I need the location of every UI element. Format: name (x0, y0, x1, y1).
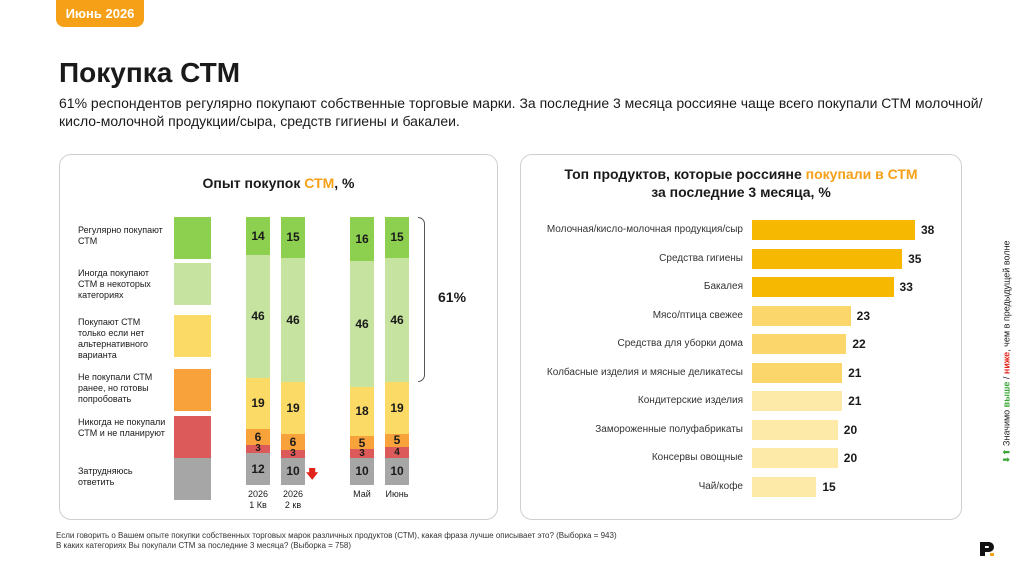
product-value: 21 (848, 394, 862, 408)
stack-segment: 14 (246, 217, 270, 255)
stack-segment: 46 (246, 254, 270, 378)
product-bar (752, 476, 817, 497)
significance-suffix: , чем в предыдущей волне (1001, 240, 1012, 352)
top-products-panel: Топ продуктов, которые россияне покупали… (520, 154, 962, 520)
product-value: 20 (843, 451, 858, 465)
product-bar (752, 220, 915, 240)
category-label: Средства гигиены (659, 252, 743, 264)
page-title: Покупка СТМ (59, 57, 241, 88)
brand-logo-icon (980, 542, 994, 556)
stack-segment: 10 (350, 457, 374, 485)
legend-swatch-2 (174, 263, 211, 305)
stack-segment: 46 (350, 260, 374, 387)
product-value: 20 (843, 422, 858, 437)
title-line1-prefix: Топ продуктов, которые россияне (564, 166, 806, 182)
legend-swatch-6 (174, 458, 211, 500)
stack-segment: 10 (385, 457, 409, 485)
product-value: 23 (856, 308, 871, 323)
product-value: 35 (908, 251, 922, 266)
stack-segment: 18 (350, 386, 374, 436)
legend-label-6: Затрудняюсь ответить (78, 466, 133, 487)
footnote-1: Если говорить о Вашем опыте покупки собс… (56, 531, 617, 540)
product-bar (752, 419, 838, 440)
legend-swatch-4 (174, 369, 211, 411)
stack-segment: 5 (385, 433, 409, 447)
date-badge: Июнь 2026 (56, 0, 144, 27)
stack-segment: 12 (246, 452, 270, 485)
category-label: Мясо/птица свежее (652, 309, 743, 321)
significance-sep: / (1001, 374, 1012, 382)
category-label: Июнь (385, 489, 409, 499)
stack-segment: 6 (246, 428, 270, 445)
legend-swatch-1 (174, 217, 211, 259)
product-value: 33 (899, 280, 913, 294)
stack-segment: 19 (281, 382, 305, 434)
title-prefix: Опыт покупок (202, 175, 305, 191)
footnote-2: В каких категориях Вы покупали СТМ за по… (56, 541, 352, 550)
stack-segment: 10 (281, 457, 305, 485)
legend-label-3: Покупают СТМ только если нет альтернатив… (78, 317, 149, 360)
legend-swatch-3 (174, 315, 211, 357)
product-value: 38 (921, 223, 935, 237)
stack-segment: 19 (385, 382, 409, 434)
product-bar (752, 362, 843, 383)
category-label: Май (353, 489, 371, 499)
purchase-experience-title: Опыт покупок СТМ, % (60, 175, 497, 191)
product-bar (752, 248, 903, 269)
stack-segment: 15 (385, 217, 409, 258)
product-bar (752, 334, 847, 354)
significance-down: ниже (1001, 351, 1012, 375)
category-label: 2026 2 кв (282, 489, 304, 510)
title-line1-highlight: покупали в СТМ (805, 166, 918, 182)
stack-segment: 5 (350, 436, 374, 450)
page-subtitle: 61% респондентов регулярно покупают собс… (59, 95, 983, 129)
decrease-arrow-icon: 🡇 (306, 467, 319, 481)
category-label: 2026 1 Кв (247, 489, 269, 510)
title-highlight: СТМ (304, 175, 335, 191)
stack-segment: 3 (246, 443, 270, 454)
stack-segment: 3 (281, 448, 305, 459)
category-label: Чай/кофе (698, 480, 743, 492)
category-label: Кондитерские изделия (637, 395, 743, 406)
product-value: 21 (848, 365, 862, 380)
category-label: Бакалея (703, 281, 743, 292)
product-bar (752, 277, 894, 297)
significance-prefix: Значимо (1001, 407, 1012, 446)
product-value: 22 (852, 337, 866, 351)
significance-note: ⬇⬆ Значимо выше / ниже, чем в предыдущей… (1002, 240, 1013, 463)
stack-segment: 3 (350, 448, 374, 459)
legend-label-1: Регулярно покупают СТМ (78, 225, 163, 246)
product-bar (752, 391, 843, 411)
stack-segment: 46 (385, 257, 409, 383)
product-bar (752, 305, 851, 326)
top-products-title: Топ продуктов, которые россияне покупали… (521, 165, 961, 201)
category-label: Колбасные изделия и мясные деликатесы (546, 366, 743, 378)
product-bar (752, 448, 838, 468)
title-suffix: , % (334, 175, 355, 191)
category-label: Консервы овощные (651, 452, 743, 463)
significance-up: выше (1001, 381, 1012, 408)
category-label: Замороженные полуфабрикаты (595, 423, 743, 435)
category-label: Средства для уборки дома (617, 338, 743, 349)
title-line2: за последние 3 месяца, % (651, 184, 831, 200)
purchase-experience-panel: Опыт покупок СТМ, % Регулярно покупают С… (59, 154, 498, 520)
stack-segment: 4 (385, 447, 409, 458)
legend-label-4: Не покупали СТМ ранее, но готовы попробо… (78, 372, 153, 404)
stack-segment: 15 (281, 217, 305, 258)
bracket-61 (418, 217, 425, 382)
legend-label-5: Никогда не покупали СТМ и не планируют (78, 417, 166, 438)
legend-swatch-5 (174, 416, 211, 458)
category-label: Молочная/кисло-молочная продукция/сыр (546, 224, 743, 235)
stack-segment: 46 (281, 257, 305, 383)
stack-segment: 19 (246, 377, 270, 429)
up-arrow-icon: ⬇⬆ (1001, 448, 1012, 464)
product-value: 15 (822, 479, 836, 494)
bracket-label: 61% (438, 289, 467, 305)
legend-label-2: Иногда покупают СТМ в некоторых категори… (78, 268, 151, 300)
stack-segment: 16 (350, 217, 374, 261)
stack-segment: 6 (281, 433, 305, 450)
